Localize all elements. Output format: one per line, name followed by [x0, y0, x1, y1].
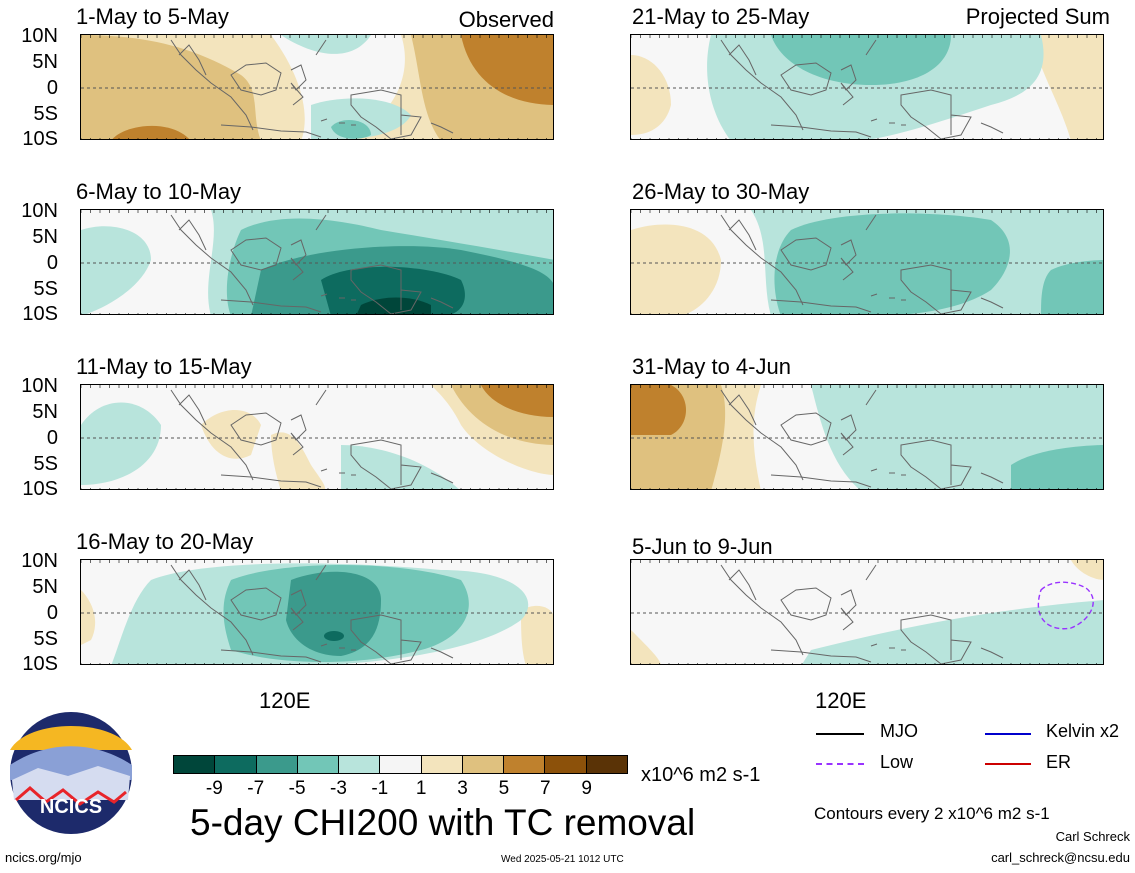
coastline — [170, 564, 454, 664]
ylabel-0: 0 — [46, 602, 58, 624]
ylabel-5s: 5S — [33, 453, 58, 475]
map-panel-p8 — [630, 559, 1104, 665]
ylabel-10n: 10N — [21, 375, 58, 397]
colorbar-cell — [379, 756, 421, 773]
xlabel-right: 120E — [815, 688, 867, 713]
ylabel-10s: 10S — [22, 653, 58, 675]
map-panel-p4 — [80, 559, 554, 665]
colorbar-tick-label: -5 — [288, 778, 306, 799]
footer-timestamp: Wed 2025-05-21 1012 UTC — [501, 854, 624, 865]
panel-title-p5: 21-May to 25-May — [632, 4, 810, 29]
coastline — [720, 214, 1004, 314]
colorbar-cell — [174, 756, 215, 773]
legend-label-mjo: MJO — [880, 721, 918, 741]
ylabel-5n: 5N — [32, 226, 58, 248]
legend-line-kelvin — [985, 733, 1031, 735]
projected-sum-label: Projected Sum — [965, 4, 1110, 29]
ylabel-10n: 10N — [21, 200, 58, 222]
ylabel-10n: 10N — [21, 550, 58, 572]
axis-ticks — [81, 210, 547, 314]
ylabel-0: 0 — [46, 427, 58, 449]
ylabel-10s: 10S — [22, 478, 58, 500]
axis-ticks — [81, 385, 547, 489]
panel-title-p6: 26-May to 30-May — [632, 179, 810, 204]
colorbar-cell — [296, 756, 339, 773]
colorbar-tick-label: 3 — [457, 778, 468, 799]
panel-title-p8: 5-Jun to 9-Jun — [632, 534, 773, 559]
map-panel-p5 — [630, 34, 1104, 140]
panel-title-p7: 31-May to 4-Jun — [632, 354, 791, 379]
ylabel-5s: 5S — [33, 628, 58, 650]
colorbar-tick-label: 1 — [415, 778, 427, 799]
ylabel-10n: 10N — [21, 25, 58, 47]
axis-ticks — [631, 560, 1097, 664]
ncics-logo: NCICS — [8, 710, 134, 836]
legend-line-er — [985, 763, 1031, 765]
map-panel-p1 — [80, 34, 554, 140]
ylabel-5n: 5N — [32, 576, 58, 598]
axis-ticks — [631, 385, 1097, 489]
colorbar-tick-label: 7 — [539, 778, 551, 799]
observed-label: Observed — [458, 7, 554, 32]
main-title: 5-day CHI200 with TC removal — [190, 802, 696, 843]
map-panel-p7 — [630, 384, 1104, 490]
legend-line-mjo — [816, 733, 864, 735]
ylabel-0: 0 — [46, 77, 58, 99]
panel-title-p4: 16-May to 20-May — [76, 529, 254, 554]
map-panel-p2 — [80, 209, 554, 315]
colorbar-ticks: -9 -7 -5 -3 -1 1 3 5 7 9 — [173, 778, 628, 800]
coastline — [720, 39, 1004, 139]
map-panel-p6 — [630, 209, 1104, 315]
colorbar-tick-label: 9 — [581, 778, 592, 799]
legend-line-low — [816, 763, 864, 765]
colorbar-tick-label: -7 — [247, 778, 265, 799]
legend-label-low: Low — [880, 752, 914, 772]
coastline — [720, 389, 1004, 489]
colorbar-cell — [503, 756, 545, 773]
ylabel-5n: 5N — [32, 51, 58, 73]
legend-label-kelvin: Kelvin x2 — [1046, 721, 1120, 741]
ylabel-10s: 10S — [22, 303, 58, 325]
coastline — [170, 389, 454, 489]
panel-title-p3: 11-May to 15-May — [76, 354, 252, 379]
ylabel-10s: 10S — [22, 128, 58, 150]
ylabel-5s: 5S — [33, 278, 58, 300]
footer-email[interactable]: carl_schreck@ncsu.edu — [991, 850, 1130, 865]
colorbar-tick-label: -1 — [371, 778, 389, 799]
contour-note: Contours every 2 x10^6 m2 s-1 — [814, 804, 1050, 823]
ylabel-5n: 5N — [32, 401, 58, 423]
xlabel-left: 120E — [259, 688, 311, 713]
colorbar-cell — [585, 756, 627, 773]
axis-ticks — [631, 35, 1097, 139]
coastline — [720, 564, 1004, 664]
axis-ticks — [81, 35, 547, 139]
colorbar-units: x10^6 m2 s-1 — [641, 764, 761, 786]
coastline — [170, 39, 454, 139]
logo-text: NCICS — [40, 796, 102, 818]
colorbar-cell — [420, 756, 462, 773]
colorbar-cell — [544, 756, 586, 773]
colorbar-tick-label: -9 — [205, 778, 223, 799]
colorbar-tick-label: 5 — [498, 778, 510, 799]
ylabel-5s: 5S — [33, 103, 58, 125]
colorbar-cell — [461, 756, 504, 773]
axis-ticks — [631, 210, 1097, 314]
footer-url[interactable]: ncics.org/mjo — [5, 850, 82, 865]
colorbar — [173, 755, 628, 774]
colorbar-cell — [214, 756, 256, 773]
colorbar-cell — [255, 756, 297, 773]
footer-author: Carl Schreck — [1055, 829, 1130, 844]
colorbar-cell — [338, 756, 380, 773]
colorbar-tick-label: -3 — [330, 778, 347, 799]
panel-title-p1: 1-May to 5-May — [76, 4, 229, 29]
map-panel-p3 — [80, 384, 554, 490]
ylabel-0: 0 — [46, 252, 58, 274]
coastline — [170, 214, 454, 314]
panel-title-p2: 6-May to 10-May — [76, 179, 242, 204]
axis-ticks — [81, 560, 547, 664]
legend-label-er: ER — [1046, 752, 1072, 772]
